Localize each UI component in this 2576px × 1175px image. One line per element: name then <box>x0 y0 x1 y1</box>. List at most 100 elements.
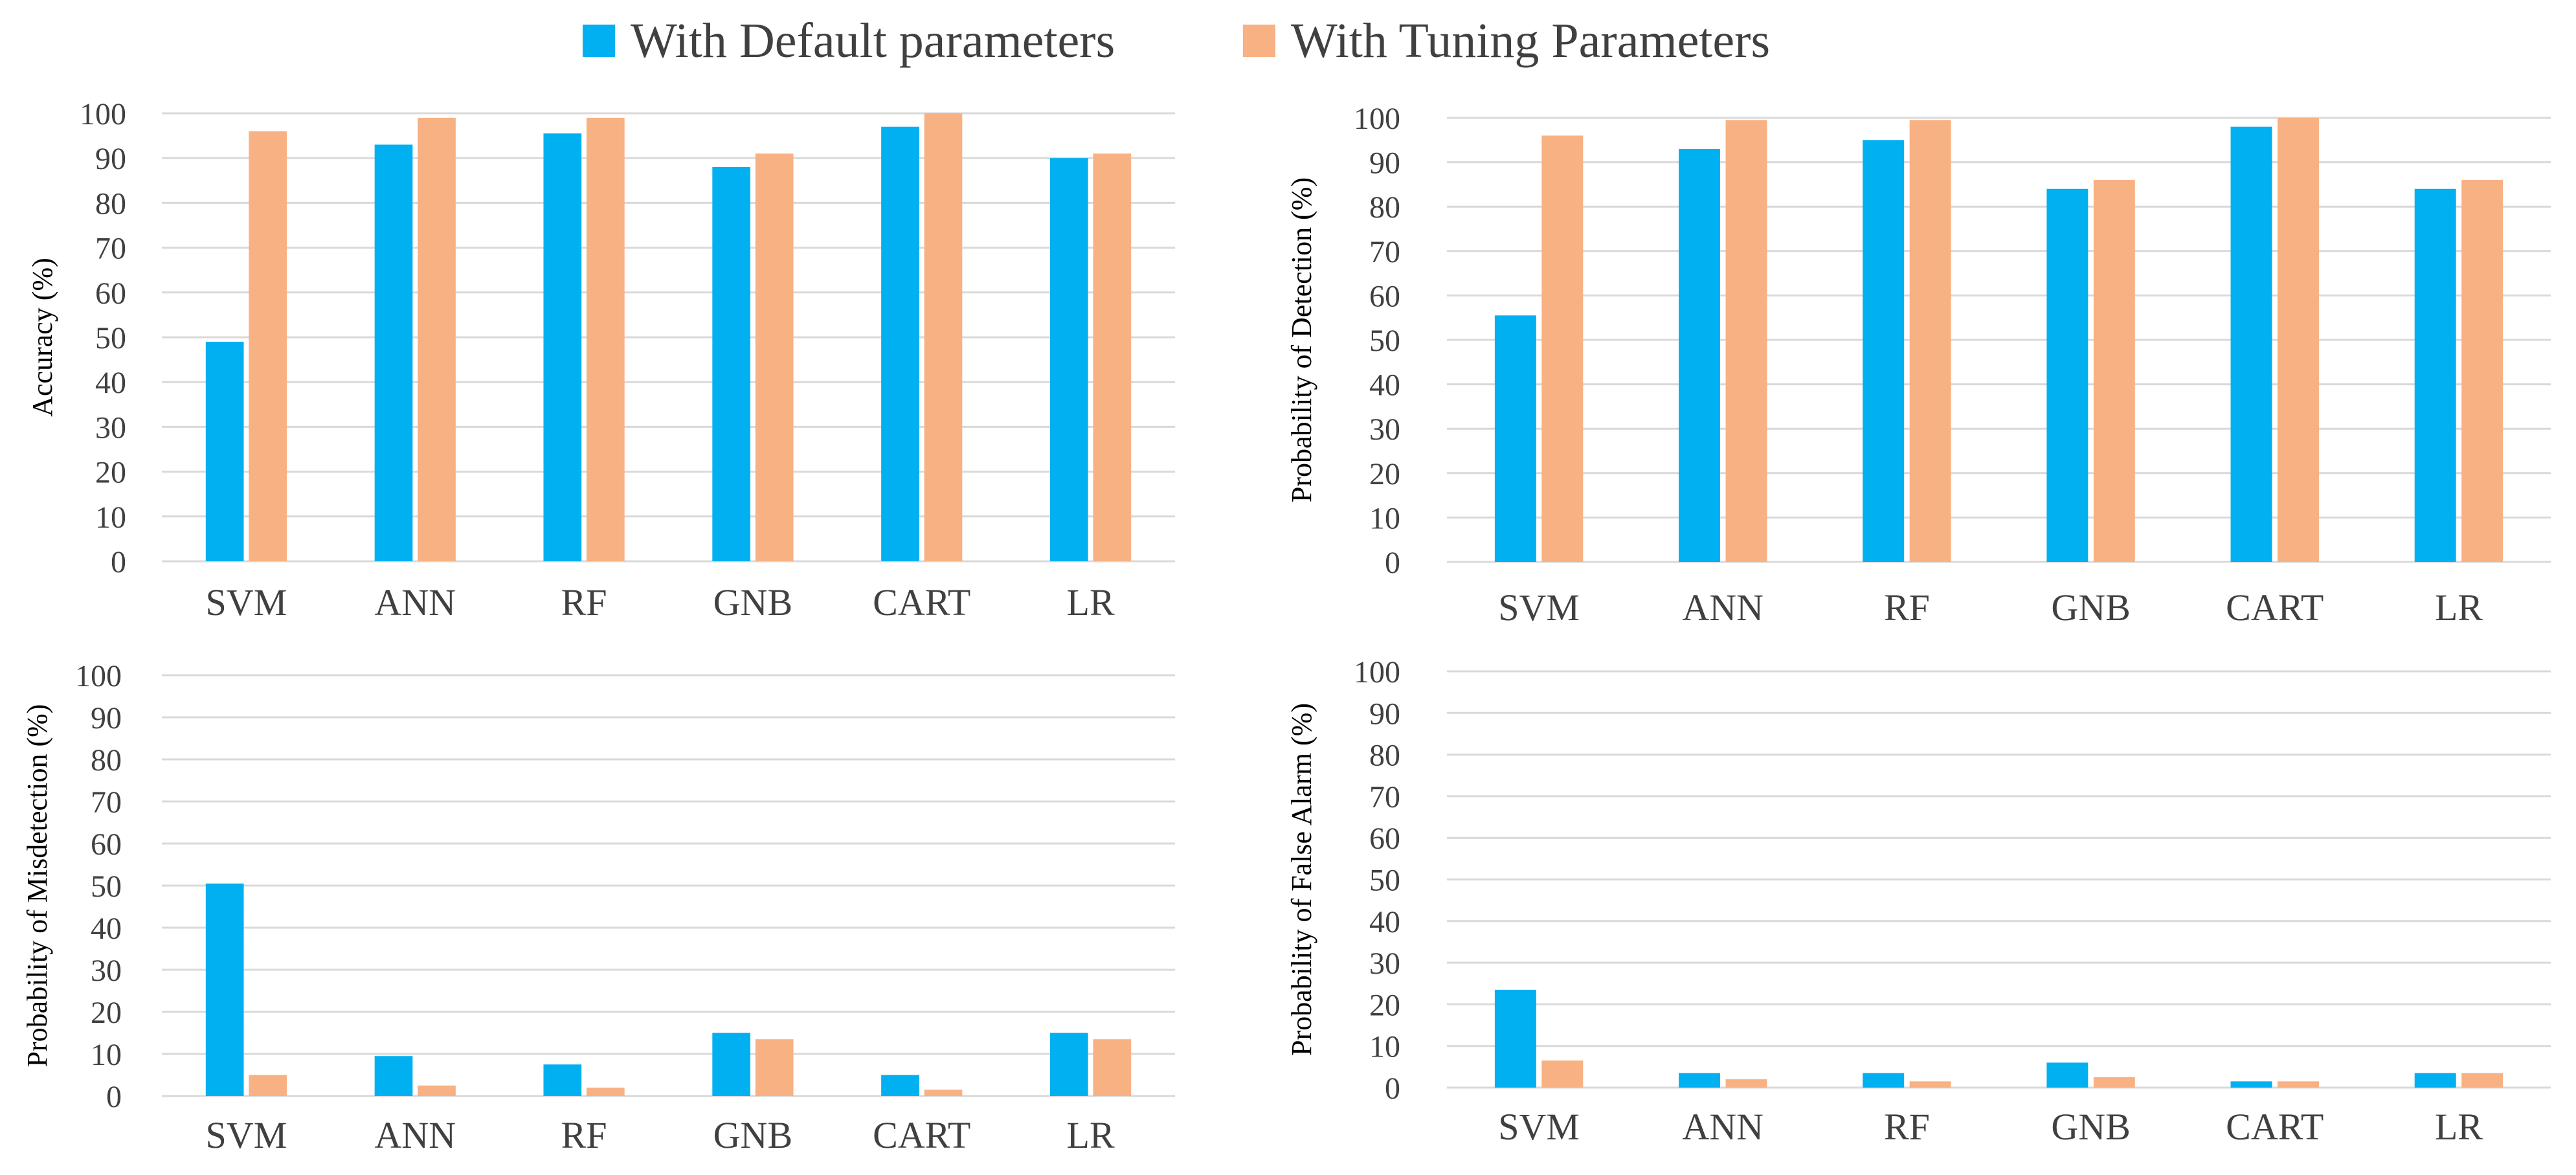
false-alarm-bar-tuning-ann <box>1725 1079 1767 1088</box>
detection-bar-default-rf <box>1863 140 1905 563</box>
misdetection-ytick-label: 60 <box>91 827 122 862</box>
detection-category-label: LR <box>2435 587 2483 629</box>
accuracy-bar-tuning-cart <box>924 113 963 561</box>
accuracy-bar-tuning-gnb <box>755 153 794 561</box>
accuracy-category-label: SVM <box>206 581 287 623</box>
detection-ytick-label: 80 <box>1369 190 1400 225</box>
misdetection-ytick-label: 80 <box>91 743 122 778</box>
false-alarm-ytick-label: 50 <box>1369 864 1400 898</box>
detection-category-label: ANN <box>1682 587 1764 629</box>
legend-label-tuning: With Tuning Parameters <box>1291 13 1771 68</box>
legend-item-tuning: With Tuning Parameters <box>1243 12 1770 70</box>
misdetection-bar-tuning-gnb <box>755 1039 794 1096</box>
misdetection-ytick-label: 0 <box>106 1080 122 1114</box>
accuracy-category-label: ANN <box>374 581 456 623</box>
false-alarm-category-label: RF <box>1884 1106 1930 1148</box>
misdetection-category-label: RF <box>561 1114 607 1156</box>
false-alarm-bar-tuning-lr <box>2461 1073 2503 1088</box>
legend: With Default parameters With Tuning Para… <box>0 0 2576 78</box>
false-alarm-category-label: GNB <box>2051 1106 2130 1148</box>
accuracy-ytick-label: 70 <box>95 232 126 266</box>
accuracy-ytick-label: 0 <box>111 545 126 579</box>
accuracy-ytick-label: 20 <box>95 456 126 490</box>
detection-ytick-label: 100 <box>1354 102 1400 136</box>
detection-ytick-label: 70 <box>1369 235 1400 269</box>
misdetection-bar-default-svm <box>205 883 244 1096</box>
misdetection-bar-tuning-cart <box>924 1090 963 1096</box>
legend-swatch-tuning <box>1243 25 1275 57</box>
false-alarm-bar-default-svm <box>1494 989 1536 1088</box>
accuracy-ytick-label: 90 <box>95 142 126 176</box>
accuracy-category-label: LR <box>1067 581 1115 623</box>
misdetection-bar-tuning-rf <box>586 1088 625 1096</box>
accuracy-bar-default-svm <box>205 341 244 561</box>
detection-bar-tuning-cart <box>2278 118 2319 562</box>
accuracy-ytick-label: 30 <box>95 410 126 445</box>
false-alarm-bar-default-ann <box>1679 1073 1720 1088</box>
detection-category-label: CART <box>2226 587 2324 629</box>
legend-label-default: With Default parameters <box>631 13 1115 68</box>
misdetection-bar-default-cart <box>881 1075 919 1096</box>
accuracy-bar-default-ann <box>374 144 413 561</box>
detection-category-label: RF <box>1884 587 1930 629</box>
accuracy-ytick-label: 10 <box>95 500 126 535</box>
accuracy-bar-tuning-rf <box>586 117 625 562</box>
false-alarm-ytick-label: 20 <box>1369 988 1400 1022</box>
detection-bar-tuning-svm <box>1541 135 1584 562</box>
false-alarm-ytick-label: 100 <box>1354 655 1400 689</box>
misdetection-ytick-label: 70 <box>91 785 122 820</box>
detection-ytick-label: 60 <box>1369 279 1400 313</box>
misdetection-bar-default-rf <box>543 1064 582 1096</box>
misdetection-category-label: LR <box>1067 1114 1115 1156</box>
false-alarm-ylabel: Probability of False Alarm (%) <box>1286 703 1317 1056</box>
accuracy-ytick-label: 50 <box>95 321 126 355</box>
accuracy-ytick-label: 100 <box>80 97 126 131</box>
accuracy-bar-default-gnb <box>712 167 751 561</box>
accuracy-ytick-label: 60 <box>95 276 126 311</box>
false-alarm-bar-default-gnb <box>2046 1062 2089 1088</box>
detection-category-label: SVM <box>1498 587 1580 629</box>
accuracy-bar-default-cart <box>881 126 919 561</box>
misdetection-ytick-label: 50 <box>91 869 122 904</box>
false-alarm-ytick-label: 90 <box>1369 697 1400 731</box>
misdetection-ytick-label: 10 <box>91 1038 122 1072</box>
misdetection-bar-default-ann <box>374 1056 413 1096</box>
detection-bar-tuning-lr <box>2461 180 2503 562</box>
detection-bar-tuning-gnb <box>2093 180 2135 562</box>
legend-item-default: With Default parameters <box>583 12 1115 70</box>
detection-ytick-label: 10 <box>1369 501 1400 535</box>
detection-ylabel: Probability of Detection (%) <box>1286 177 1317 502</box>
false-alarm-bar-tuning-gnb <box>2093 1077 2135 1088</box>
accuracy-category-label: CART <box>873 581 970 623</box>
false-alarm-ytick-label: 10 <box>1369 1030 1400 1064</box>
detection-bar-default-svm <box>1494 315 1536 562</box>
false-alarm-bar-default-lr <box>2414 1073 2456 1088</box>
accuracy-bar-tuning-ann <box>418 117 456 562</box>
detection-ytick-label: 20 <box>1369 457 1400 491</box>
detection-bar-tuning-ann <box>1725 120 1767 562</box>
detection-bar-default-cart <box>2230 126 2272 563</box>
misdetection-bar-tuning-svm <box>249 1075 287 1096</box>
detection-bar-default-ann <box>1679 149 1720 562</box>
false-alarm-ytick-label: 40 <box>1369 905 1400 939</box>
misdetection-bar-default-gnb <box>712 1033 751 1096</box>
detection-ytick-label: 40 <box>1369 368 1400 403</box>
accuracy-ytick-label: 40 <box>95 366 126 400</box>
false-alarm-bar-tuning-rf <box>1909 1081 1951 1088</box>
detection-ytick-label: 30 <box>1369 412 1400 447</box>
misdetection-ytick-label: 90 <box>91 701 122 735</box>
accuracy-ylabel: Accuracy (%) <box>27 258 58 417</box>
detection-category-label: GNB <box>2051 587 2130 629</box>
misdetection-category-label: GNB <box>713 1114 792 1156</box>
detection-ytick-label: 0 <box>1385 546 1400 580</box>
accuracy-bar-default-rf <box>543 133 582 561</box>
accuracy-bar-default-lr <box>1049 158 1088 561</box>
misdetection-category-label: SVM <box>206 1114 287 1156</box>
misdetection-ytick-label: 40 <box>91 912 122 946</box>
false-alarm-category-label: CART <box>2226 1106 2324 1148</box>
accuracy-bar-tuning-lr <box>1093 153 1132 561</box>
misdetection-chart: 0 10 20 30 40 50 60 70 80 90 100 Probability of Mis… <box>21 659 1175 1156</box>
misdetection-ytick-label: 30 <box>91 954 122 988</box>
detection-ytick-label: 50 <box>1369 324 1400 358</box>
